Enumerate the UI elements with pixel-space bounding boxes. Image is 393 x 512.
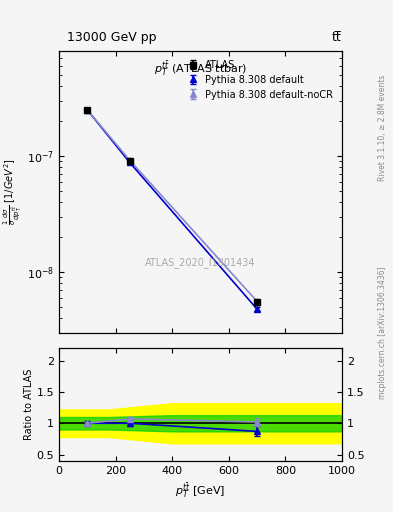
Text: Rivet 3.1.10, ≥ 2.8M events: Rivet 3.1.10, ≥ 2.8M events bbox=[378, 75, 387, 181]
Y-axis label: $\frac{1}{\sigma}\frac{d\sigma}{dp_T^{t\bar{t}}}$ $[1/GeV^2]$: $\frac{1}{\sigma}\frac{d\sigma}{dp_T^{t\… bbox=[2, 159, 24, 225]
Text: mcplots.cern.ch [arXiv:1306.3436]: mcplots.cern.ch [arXiv:1306.3436] bbox=[378, 266, 387, 399]
Text: $p_T^{t\bar{t}}$ (ATLAS ttbar): $p_T^{t\bar{t}}$ (ATLAS ttbar) bbox=[154, 60, 247, 78]
X-axis label: $p^{\bar{tt}}_T$ [GeV]: $p^{\bar{tt}}_T$ [GeV] bbox=[175, 481, 226, 500]
Y-axis label: Ratio to ATLAS: Ratio to ATLAS bbox=[24, 369, 34, 440]
Legend: ATLAS, Pythia 8.308 default, Pythia 8.308 default-noCR: ATLAS, Pythia 8.308 default, Pythia 8.30… bbox=[182, 56, 337, 103]
Text: tt̅: tt̅ bbox=[332, 31, 342, 44]
Text: 13000 GeV pp: 13000 GeV pp bbox=[67, 31, 156, 44]
Text: ATLAS_2020_I1801434: ATLAS_2020_I1801434 bbox=[145, 257, 256, 268]
